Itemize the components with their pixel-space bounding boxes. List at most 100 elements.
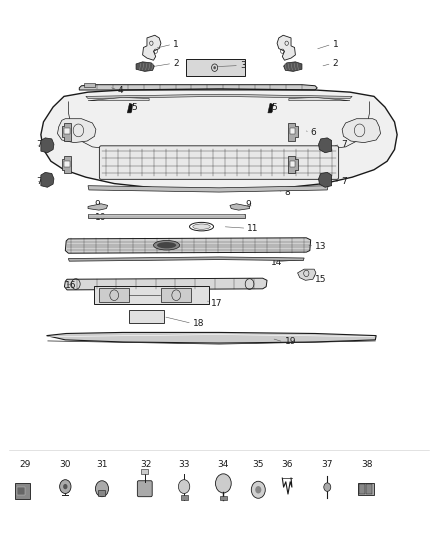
- Text: 32: 32: [140, 461, 152, 469]
- Polygon shape: [64, 161, 70, 166]
- Text: 9: 9: [245, 200, 251, 209]
- Text: 14: 14: [272, 258, 283, 266]
- FancyBboxPatch shape: [99, 490, 106, 496]
- Polygon shape: [62, 156, 71, 173]
- Polygon shape: [268, 103, 273, 113]
- Text: 19: 19: [285, 337, 296, 346]
- Text: 11: 11: [247, 224, 259, 233]
- FancyBboxPatch shape: [94, 286, 208, 304]
- Text: 18: 18: [193, 319, 204, 328]
- FancyBboxPatch shape: [186, 59, 245, 76]
- Polygon shape: [64, 128, 70, 134]
- Polygon shape: [88, 98, 149, 101]
- Circle shape: [251, 481, 265, 498]
- FancyBboxPatch shape: [17, 487, 25, 495]
- Circle shape: [95, 481, 109, 497]
- Polygon shape: [290, 161, 295, 166]
- Text: 7: 7: [36, 177, 42, 186]
- Polygon shape: [68, 257, 304, 261]
- FancyBboxPatch shape: [130, 310, 164, 323]
- Text: 8: 8: [285, 188, 290, 197]
- Text: 38: 38: [362, 461, 373, 469]
- Text: 5: 5: [272, 102, 277, 111]
- Polygon shape: [88, 214, 245, 217]
- Polygon shape: [57, 119, 96, 143]
- Polygon shape: [64, 278, 267, 290]
- Text: 2: 2: [332, 59, 338, 68]
- Text: 6: 6: [65, 128, 71, 137]
- Text: 31: 31: [96, 461, 108, 469]
- FancyBboxPatch shape: [220, 496, 227, 500]
- Polygon shape: [277, 35, 295, 60]
- Ellipse shape: [157, 242, 176, 248]
- Polygon shape: [41, 138, 54, 153]
- Text: 37: 37: [321, 461, 333, 469]
- Polygon shape: [288, 123, 297, 141]
- Text: 17: 17: [211, 299, 223, 308]
- Polygon shape: [318, 172, 332, 187]
- Text: 5: 5: [132, 102, 138, 111]
- FancyBboxPatch shape: [138, 481, 152, 497]
- Polygon shape: [46, 333, 376, 343]
- Text: 34: 34: [218, 461, 229, 469]
- Polygon shape: [342, 119, 381, 143]
- Text: 9: 9: [95, 200, 100, 209]
- Polygon shape: [88, 204, 108, 210]
- Text: 35: 35: [253, 461, 264, 469]
- FancyBboxPatch shape: [358, 483, 374, 495]
- FancyBboxPatch shape: [99, 288, 129, 302]
- Text: 1: 1: [173, 40, 179, 49]
- Text: 16: 16: [65, 280, 77, 289]
- Text: 15: 15: [315, 275, 327, 284]
- FancyBboxPatch shape: [84, 83, 95, 87]
- Ellipse shape: [153, 240, 180, 250]
- FancyBboxPatch shape: [366, 484, 372, 494]
- Text: 3: 3: [240, 61, 246, 70]
- Ellipse shape: [193, 224, 210, 229]
- Text: 10: 10: [95, 213, 106, 222]
- Circle shape: [324, 483, 331, 491]
- Text: 2: 2: [173, 59, 179, 68]
- Polygon shape: [284, 62, 302, 71]
- FancyBboxPatch shape: [141, 469, 148, 474]
- Polygon shape: [65, 238, 311, 253]
- Polygon shape: [136, 62, 154, 71]
- Ellipse shape: [190, 222, 214, 231]
- Text: 13: 13: [315, 242, 327, 251]
- Polygon shape: [297, 269, 316, 280]
- Polygon shape: [288, 156, 297, 173]
- Polygon shape: [62, 123, 71, 141]
- Circle shape: [215, 474, 231, 493]
- Text: 6: 6: [65, 161, 71, 170]
- Circle shape: [213, 66, 216, 69]
- FancyBboxPatch shape: [161, 288, 191, 302]
- Text: 36: 36: [281, 461, 293, 469]
- Text: 6: 6: [311, 161, 316, 170]
- FancyBboxPatch shape: [99, 146, 339, 179]
- Polygon shape: [289, 98, 350, 101]
- Polygon shape: [88, 185, 328, 192]
- Text: 1: 1: [332, 40, 338, 49]
- Text: 7: 7: [341, 140, 347, 149]
- Polygon shape: [79, 85, 317, 90]
- Circle shape: [255, 486, 261, 494]
- FancyBboxPatch shape: [180, 495, 187, 500]
- FancyBboxPatch shape: [359, 484, 365, 494]
- Text: 29: 29: [19, 461, 30, 469]
- Polygon shape: [143, 35, 161, 60]
- Circle shape: [60, 480, 71, 494]
- FancyBboxPatch shape: [14, 483, 30, 499]
- Polygon shape: [230, 204, 250, 210]
- Polygon shape: [86, 94, 352, 99]
- Polygon shape: [318, 138, 332, 153]
- Polygon shape: [290, 128, 295, 134]
- Text: 6: 6: [311, 128, 316, 137]
- Text: 33: 33: [178, 461, 190, 469]
- Circle shape: [63, 484, 67, 489]
- Polygon shape: [41, 89, 397, 189]
- Polygon shape: [127, 103, 133, 113]
- Polygon shape: [41, 172, 54, 187]
- Text: 4: 4: [118, 85, 124, 94]
- Circle shape: [178, 480, 190, 494]
- Text: 7: 7: [341, 177, 347, 186]
